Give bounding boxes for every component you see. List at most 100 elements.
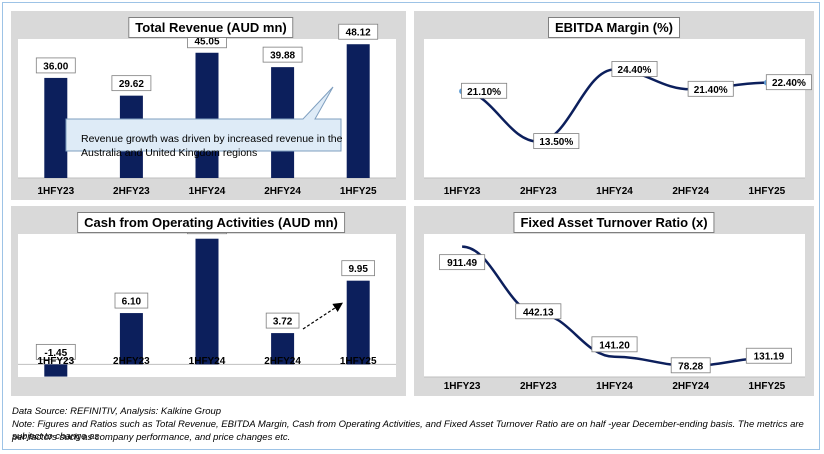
x-tick-1hfy23: 1HFY23 (37, 356, 74, 367)
bar-1hfy23 (44, 77, 68, 178)
data-label-1hfy25-box (745, 347, 792, 364)
data-label-2hfy23-box (111, 75, 152, 92)
data-label-1hfy23-box (461, 82, 508, 99)
ebitda-margin-chart: 21.10% 1HFY23 13.50% 2HFY23 24.40% 1HFY24 21.4… (424, 39, 812, 197)
data-label-2hfy24-group: 3.72 (265, 312, 300, 329)
data-label-1hfy23: 911.49 (447, 258, 477, 269)
data-label-2hfy24: 3.72 (273, 317, 293, 328)
data-label-2hfy24-box (687, 80, 734, 97)
x-tick-2hfy24: 2HFY24 (672, 186, 709, 197)
data-label-2hfy24-group: 39.88 (262, 46, 303, 63)
trend-arrow (302, 302, 344, 330)
total-revenue-panel: 36.00 1HFY23 29.62 2HFY23 45.05 1HFY24 39.88 2H… (11, 11, 406, 200)
fixed-asset-turnover-title: Fixed Asset Turnover Ratio (x) (513, 212, 715, 233)
plot-area (424, 234, 805, 377)
data-label-1hfy25-group: 48.12 (338, 23, 379, 40)
cash-operating-panel: -1.451HFY236.102HFY2314.941HFY243.722HFY… (11, 206, 406, 396)
data-label-1hfy23-box (35, 343, 76, 360)
data-label-2hfy24-group: 78.28 (670, 357, 711, 374)
bar-1hfy25 (346, 280, 370, 365)
x-tick-1hfy25: 1HFY25 (340, 186, 377, 197)
cash-operating-title: Cash from Operating Activities (AUD mn) (77, 212, 345, 233)
data-label-2hfy24: 21.40% (694, 85, 728, 96)
data-label-1hfy24-group: 141.20 (591, 336, 638, 353)
x-tick-1hfy25: 1HFY25 (749, 186, 786, 197)
data-label-1hfy23: 36.00 (43, 61, 68, 72)
data-label-1hfy23-box (35, 57, 76, 74)
data-label-1hfy25-box (765, 74, 812, 91)
data-source-text: Data Source: REFINITIV, Analysis: Kalkin… (12, 406, 222, 417)
data-label-1hfy24-box (611, 61, 658, 77)
total-revenue-title: Total Revenue (AUD mn) (128, 17, 294, 38)
data-label-2hfy23-box (515, 303, 562, 320)
data-label-2hfy23-box (114, 292, 149, 309)
data-label-1hfy25: 9.95 (348, 264, 368, 275)
x-tick-1hfy24: 1HFY24 (596, 381, 633, 392)
ebitda-margin-title: EBITDA Margin (%) (548, 17, 680, 38)
data-label-2hfy23-group: 6.10 (114, 292, 149, 309)
data-label-1hfy24: 24.40% (618, 65, 652, 76)
total-revenue-chart: 36.00 1HFY23 29.62 2HFY23 45.05 1HFY24 39.88 2H… (18, 23, 396, 197)
data-label-1hfy23-group: 911.49 (439, 254, 486, 271)
x-tick-2hfy24: 2HFY24 (264, 186, 301, 197)
data-label-2hfy24-box (670, 357, 711, 374)
data-label-2hfy23-group: 442.13 (515, 303, 562, 320)
data-label-2hfy24: 39.88 (270, 51, 295, 62)
data-label-1hfy25-box (338, 23, 379, 40)
x-tick-2hfy23: 2HFY23 (520, 381, 557, 392)
data-label-1hfy23-group: -1.45 (35, 343, 76, 360)
data-label-1hfy25-group: 22.40% (765, 74, 812, 91)
x-tick-1hfy24: 1HFY24 (189, 356, 226, 367)
data-label-2hfy23: 13.50% (539, 137, 573, 148)
data-label-1hfy25: 22.40% (772, 78, 806, 89)
x-tick-1hfy23: 1HFY23 (444, 381, 481, 392)
revenue-callout (65, 86, 342, 152)
data-label-2hfy23: 29.62 (119, 79, 144, 90)
note-line-2: per factors such as company performance,… (12, 432, 291, 443)
ebitda-margin-panel: 21.10% 1HFY23 13.50% 2HFY23 24.40% 1HFY24 21.4… (414, 11, 814, 200)
data-label-2hfy23-box (533, 133, 580, 149)
callout-shape (65, 86, 342, 152)
cash-operating-chart: -1.451HFY236.102HFY2314.941HFY243.722HFY… (18, 218, 396, 377)
note-line-1: Note: Figures and Ratios such as Total R… (12, 419, 804, 442)
revenue-annotation: Revenue growth was driven by increased r… (81, 133, 343, 159)
data-label-2hfy24-box (262, 46, 303, 63)
data-label-2hfy24-box (265, 312, 300, 329)
data-label-1hfy25-group: 9.95 (341, 260, 375, 277)
data-label-1hfy25: 131.19 (754, 352, 785, 363)
x-tick-1hfy25: 1HFY25 (340, 356, 377, 367)
data-label-1hfy23-group: 21.10% (461, 82, 508, 99)
data-label-2hfy23-group: 29.62 (111, 75, 152, 92)
bar-2hfy24 (271, 333, 295, 365)
x-tick-2hfy24: 2HFY24 (264, 356, 301, 367)
plot-area (424, 39, 805, 178)
x-tick-2hfy23: 2HFY23 (113, 356, 150, 367)
data-label-1hfy24: 45.05 (194, 36, 219, 47)
dashboard-frame (2, 2, 820, 450)
fixed-asset-turnover-chart: 911.49 1HFY23 442.13 2HFY23 141.20 1HFY24 78.2… (424, 234, 805, 392)
data-label-1hfy25: 48.12 (346, 28, 371, 39)
x-tick-1hfy23: 1HFY23 (37, 186, 74, 197)
data-label-1hfy23-box (439, 254, 486, 271)
data-label-1hfy24-box (591, 336, 638, 353)
fixed-asset-turnover-panel: 911.49 1HFY23 442.13 2HFY23 141.20 1HFY24 78.2… (414, 206, 814, 396)
bar-1hfy24 (195, 238, 219, 365)
x-tick-1hfy24: 1HFY24 (189, 186, 226, 197)
data-label-2hfy23: 6.10 (122, 297, 142, 308)
data-label-1hfy23: 21.10% (467, 87, 501, 98)
data-label-1hfy25-box (341, 260, 375, 277)
data-label-2hfy23: 442.13 (523, 307, 554, 318)
x-tick-2hfy23: 2HFY23 (113, 186, 150, 197)
data-label-2hfy23-group: 13.50% (533, 133, 580, 149)
x-tick-1hfy25: 1HFY25 (749, 381, 786, 392)
x-tick-1hfy23: 1HFY23 (444, 186, 481, 197)
bar-1hfy23 (44, 364, 68, 377)
data-label-2hfy24-group: 21.40% (687, 80, 734, 97)
data-label-1hfy24: 141.20 (599, 340, 630, 351)
data-label-1hfy25-group: 131.19 (745, 347, 792, 364)
data-label-2hfy24: 78.28 (678, 361, 703, 372)
x-tick-1hfy24: 1HFY24 (596, 186, 633, 197)
x-tick-2hfy23: 2HFY23 (520, 186, 557, 197)
x-tick-2hfy24: 2HFY24 (672, 381, 709, 392)
data-label-1hfy24-group: 24.40% (611, 61, 658, 77)
